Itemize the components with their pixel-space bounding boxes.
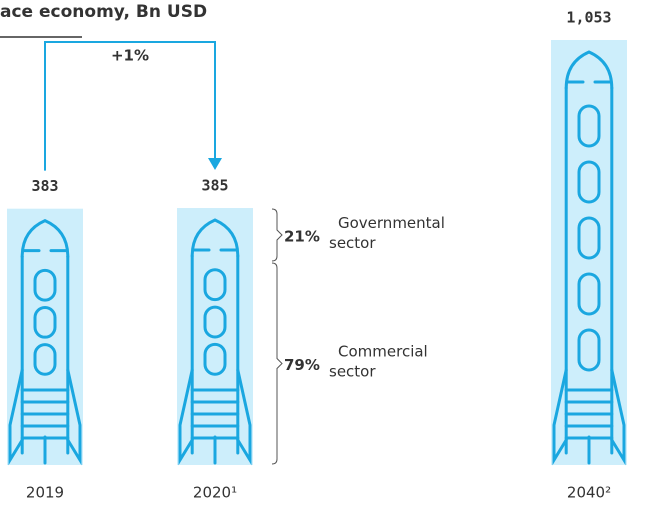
- rocket-window: [203, 268, 227, 302]
- rocket-fin: [66, 368, 82, 466]
- rocket-window: [577, 328, 601, 372]
- value-label: 383: [31, 177, 58, 195]
- x-tick-label: 2019: [26, 484, 64, 502]
- rocket-body: [20, 255, 70, 455]
- value-label: 385: [201, 177, 228, 195]
- segment-name: Governmental sector: [329, 213, 445, 251]
- segment-value-label: 21%: [284, 227, 320, 245]
- chart-title: ace economy, Bn USD: [0, 2, 207, 22]
- rocket: [8, 219, 82, 466]
- segment-name: Commercial sector: [329, 342, 428, 380]
- rocket-window: [577, 272, 601, 316]
- rocket-body: [190, 254, 240, 455]
- growth-arrow: [44, 41, 216, 171]
- rocket: [178, 218, 252, 466]
- x-tick-label: 2040²: [567, 484, 611, 502]
- rocket-window: [33, 343, 57, 376]
- rocket-window: [577, 216, 601, 260]
- rocket-fin: [8, 368, 24, 466]
- rocket-nose: [190, 218, 240, 258]
- rocket-fin: [178, 368, 194, 466]
- rocket-fin: [552, 368, 568, 466]
- segment-bracket: [271, 208, 283, 262]
- rocket-window: [33, 306, 57, 339]
- arrow-head: [208, 158, 222, 171]
- rocket-window: [203, 342, 227, 376]
- rocket-window: [203, 305, 227, 339]
- rocket-window: [577, 160, 601, 204]
- growth-label: +1%: [111, 47, 149, 65]
- rocket-fin: [236, 368, 252, 466]
- rocket-body: [564, 86, 614, 455]
- rocket-fin: [610, 368, 626, 466]
- rocket-window: [577, 104, 601, 148]
- segment-value-label: 79%: [284, 356, 320, 374]
- rocket-window: [33, 268, 57, 302]
- x-tick-label: 2020¹: [193, 484, 237, 502]
- bar: [551, 40, 627, 465]
- rocket-nose: [564, 50, 614, 90]
- segment-bracket: [271, 262, 283, 465]
- rocket-nose: [20, 219, 70, 259]
- rocket: [552, 50, 626, 466]
- value-label: 1,053: [566, 9, 611, 27]
